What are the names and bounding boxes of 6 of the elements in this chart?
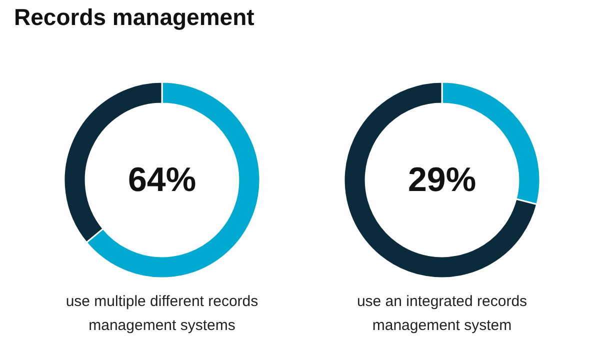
text: 64% [128,161,196,199]
chart-title: Records management [14,4,254,31]
text: use an integrated records management system [356,292,528,336]
donut-slice [343,81,538,279]
text: use multiple different records management systems [64,292,260,336]
text: 29% [408,161,476,199]
